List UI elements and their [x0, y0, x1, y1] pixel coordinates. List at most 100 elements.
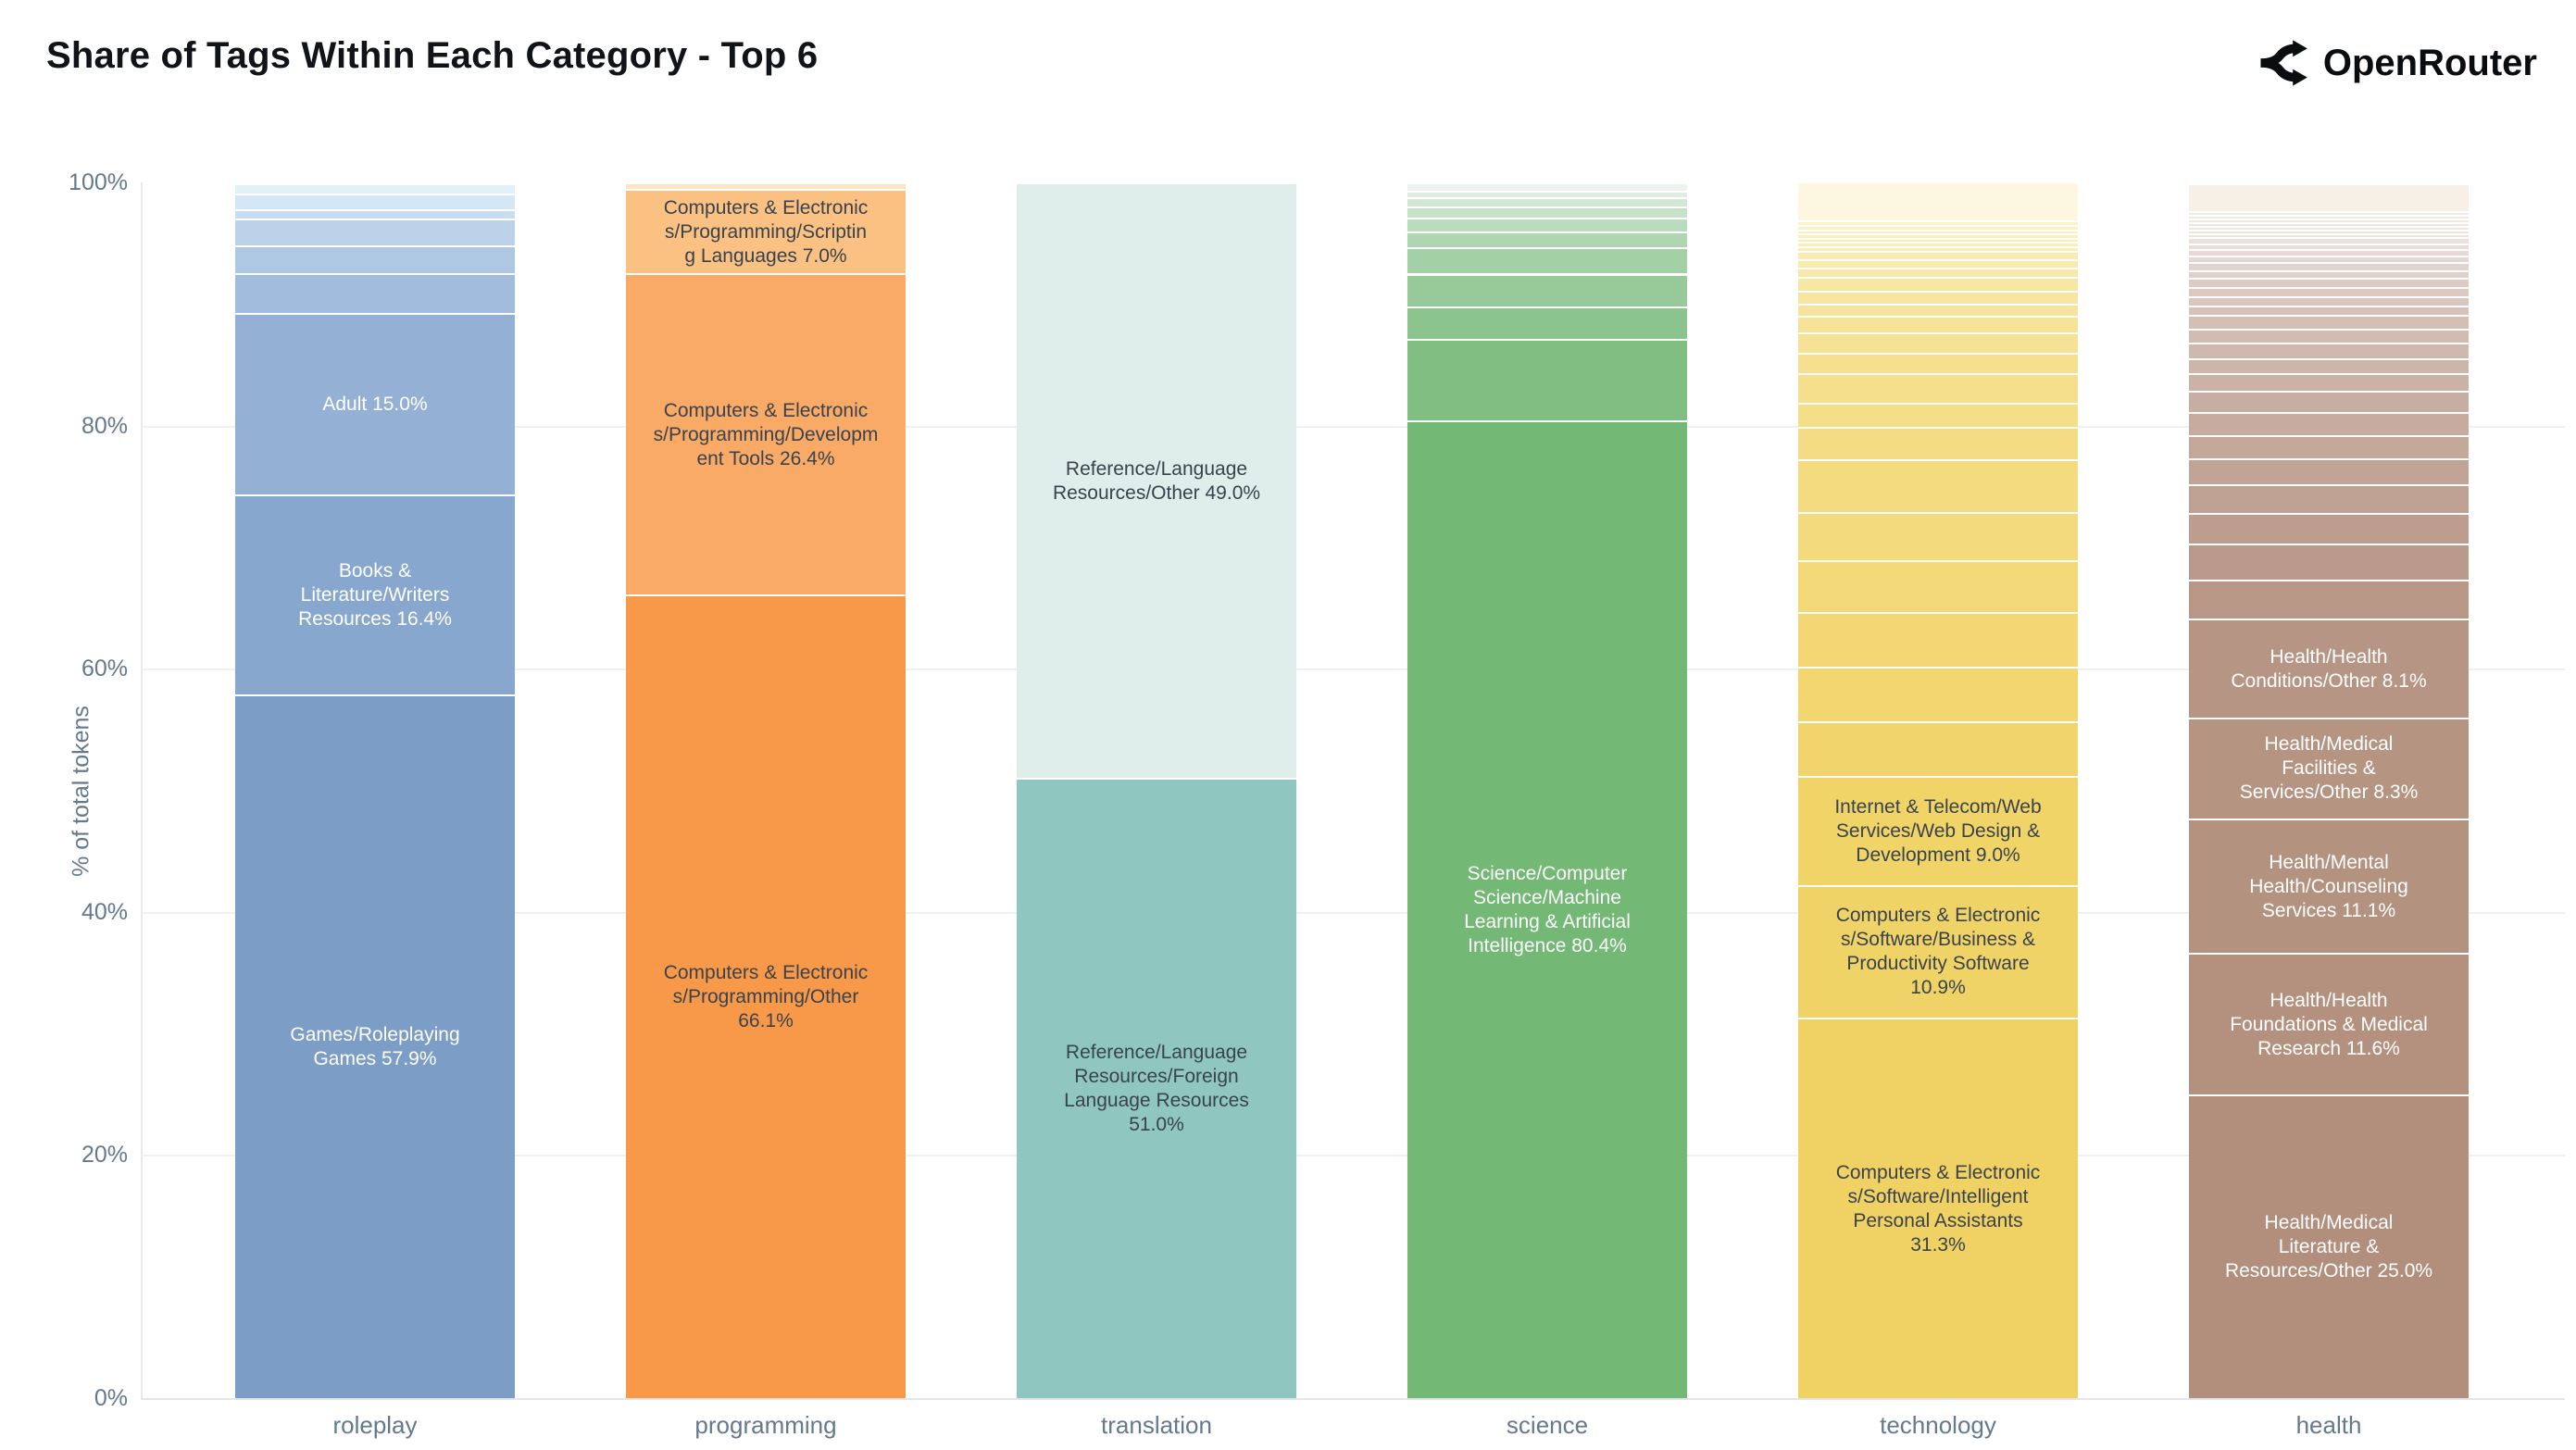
- bar-segment-science-6[interactable]: [1407, 218, 1687, 231]
- bar-segment-health-19[interactable]: [2189, 296, 2469, 306]
- bar-segment-health-21[interactable]: [2189, 278, 2469, 288]
- bar-segment-science-8[interactable]: [1407, 196, 1687, 207]
- bar-segment-technology-2[interactable]: Internet & Telecom/Web Services/Web Desi…: [1798, 775, 2078, 885]
- bar-segment-roleplay-5[interactable]: [235, 219, 515, 246]
- bar-segment-programming-0[interactable]: Computers & Electronic s/Programming/Oth…: [626, 594, 906, 1398]
- bar-segment-health-20[interactable]: [2189, 287, 2469, 297]
- bar-segment-health-15[interactable]: [2189, 343, 2469, 359]
- bar-segment-health-3[interactable]: Health/Medical Facilities & Services/Oth…: [2189, 717, 2469, 819]
- bar-segment-roleplay-1[interactable]: Books & Literature/Writers Resources 16.…: [235, 494, 515, 694]
- bar-segment-technology-7[interactable]: [1798, 511, 2078, 561]
- bar-segment-science-9[interactable]: [1407, 191, 1687, 197]
- bar-segment-health-26[interactable]: [2189, 243, 2469, 249]
- bar-segment-health-9[interactable]: [2189, 458, 2469, 484]
- bar-segment-health-17[interactable]: [2189, 315, 2469, 330]
- bar-segment-technology-6[interactable]: [1798, 560, 2078, 612]
- bar-segment-health-7[interactable]: [2189, 513, 2469, 544]
- bar-segment-health-29[interactable]: [2189, 229, 2469, 233]
- bar-segment-technology-13[interactable]: [1798, 331, 2078, 353]
- bar-segment-label: Health/Health Foundations & Medical Rese…: [2230, 989, 2428, 1059]
- bar-segment-technology-21[interactable]: [1798, 245, 2078, 251]
- bar-segment-health-30[interactable]: [2189, 225, 2469, 230]
- bar-segment-science-2[interactable]: [1407, 306, 1687, 340]
- bar-segment-science-0[interactable]: Science/Computer Science/Machine Learnin…: [1407, 420, 1687, 1398]
- bar-segment-health-13[interactable]: [2189, 373, 2469, 392]
- bar-segment-health-32[interactable]: [2189, 219, 2469, 222]
- bar-segment-technology-0[interactable]: Computers & Electronic s/Software/Intell…: [1798, 1018, 2078, 1398]
- bar-segment-roleplay-4[interactable]: [235, 245, 515, 274]
- bar-segment-health-1[interactable]: Health/Health Foundations & Medical Rese…: [2189, 953, 2469, 1094]
- bar-segment-technology-12[interactable]: [1798, 352, 2078, 374]
- bar-segment-roleplay-6[interactable]: [235, 208, 515, 219]
- bar-segment-technology-18[interactable]: [1798, 267, 2078, 278]
- bar-segment-technology-22[interactable]: [1798, 242, 2078, 246]
- bar-segment-roleplay-2[interactable]: Adult 15.0%: [235, 312, 515, 495]
- bar-segment-health-14[interactable]: [2189, 358, 2469, 374]
- bar-translation: Reference/Language Resources/Foreign Lan…: [1017, 182, 1296, 1398]
- bar-segment-technology-17[interactable]: [1798, 277, 2078, 291]
- bar-segment-label: Reference/Language Resources/Foreign Lan…: [1064, 1042, 1249, 1136]
- bar-segment-health-25[interactable]: [2189, 248, 2469, 256]
- bar-segment-health-5[interactable]: [2189, 580, 2469, 619]
- bar-segment-health-16[interactable]: [2189, 329, 2469, 344]
- bar-segment-health-11[interactable]: [2189, 412, 2469, 436]
- bar-segment-technology-10[interactable]: [1798, 402, 2078, 427]
- bar-segment-technology-23[interactable]: [1798, 237, 2078, 243]
- bar-segment-science-1[interactable]: [1407, 339, 1687, 421]
- bar-segment-health-33[interactable]: [2189, 215, 2469, 219]
- bar-segment-science-7[interactable]: [1407, 206, 1687, 219]
- bar-segment-health-35[interactable]: [2189, 182, 2469, 212]
- bar-segment-health-6[interactable]: [2189, 543, 2469, 581]
- bar-segment-programming-2[interactable]: Computers & Electronic s/Programming/Scr…: [626, 188, 906, 274]
- bar-segment-health-10[interactable]: [2189, 435, 2469, 459]
- bar-segment-technology-1[interactable]: Computers & Electronic s/Software/Busine…: [1798, 884, 2078, 1019]
- bar-segment-programming-1[interactable]: Computers & Electronic s/Programming/Dev…: [626, 273, 906, 595]
- bar-segment-label: Health/Health Conditions/Other 8.1%: [2231, 645, 2427, 692]
- bar-segment-technology-20[interactable]: [1798, 250, 2078, 259]
- bar-segment-technology-5[interactable]: [1798, 611, 2078, 667]
- bar-segment-roleplay-8[interactable]: [235, 183, 515, 194]
- bar-segment-technology-3[interactable]: [1798, 720, 2078, 776]
- bar-segment-technology-27[interactable]: [1798, 220, 2078, 225]
- bar-segment-technology-16[interactable]: [1798, 290, 2078, 305]
- bar-segment-science-3[interactable]: [1407, 273, 1687, 306]
- bar-segment-technology-28[interactable]: [1798, 181, 2078, 221]
- bar-segment-science-10[interactable]: [1407, 182, 1687, 192]
- bar-segment-health-12[interactable]: [2189, 391, 2469, 413]
- bar-segment-health-18[interactable]: [2189, 306, 2469, 316]
- bar-segment-technology-26[interactable]: [1798, 224, 2078, 230]
- bar-segment-roleplay-0[interactable]: Games/Roleplaying Games 57.9%: [235, 694, 515, 1398]
- bar-segment-health-22[interactable]: [2189, 270, 2469, 279]
- bar-segment-health-28[interactable]: [2189, 232, 2469, 237]
- bar-segment-roleplay-7[interactable]: [235, 193, 515, 209]
- bar-segment-technology-8[interactable]: [1798, 459, 2078, 512]
- bar-segment-roleplay-3[interactable]: [235, 273, 515, 313]
- bar-segment-science-5[interactable]: [1407, 231, 1687, 247]
- y-tick-label-0: 0%: [94, 1385, 128, 1411]
- bar-segment-health-31[interactable]: [2189, 221, 2469, 226]
- bar-segment-health-34[interactable]: [2189, 211, 2469, 216]
- bar-segment-label: Health/Medical Facilities & Services/Oth…: [2239, 733, 2419, 804]
- bar-segment-technology-25[interactable]: [1798, 229, 2078, 234]
- bar-segment-technology-19[interactable]: [1798, 258, 2078, 268]
- bar-segment-health-4[interactable]: Health/Health Conditions/Other 8.1%: [2189, 619, 2469, 718]
- bar-segment-label: Health/Mental Health/Counseling Services…: [2249, 851, 2408, 921]
- bar-segment-technology-11[interactable]: [1798, 373, 2078, 403]
- x-tick-label-technology: technology: [1880, 1411, 1996, 1439]
- bar-segment-technology-9[interactable]: [1798, 426, 2078, 460]
- bar-segment-health-8[interactable]: [2189, 483, 2469, 514]
- bar-segment-health-23[interactable]: [2189, 262, 2469, 271]
- bar-segment-health-27[interactable]: [2189, 236, 2469, 244]
- bar-segment-health-0[interactable]: Health/Medical Literature & Resources/Ot…: [2189, 1094, 2469, 1398]
- bar-segment-health-2[interactable]: Health/Mental Health/Counseling Services…: [2189, 818, 2469, 954]
- bar-segment-science-4[interactable]: [1407, 246, 1687, 274]
- bar-segment-technology-4[interactable]: [1798, 666, 2078, 721]
- bar-segment-translation-0[interactable]: Reference/Language Resources/Foreign Lan…: [1017, 778, 1296, 1398]
- bar-segment-technology-15[interactable]: [1798, 304, 2078, 317]
- bar-segment-health-24[interactable]: [2189, 255, 2469, 263]
- bar-segment-label: Computers & Electronic s/Programming/Dev…: [653, 399, 879, 469]
- bar-segment-technology-24[interactable]: [1798, 233, 2078, 238]
- bar-segment-programming-3[interactable]: [626, 182, 906, 189]
- bar-segment-technology-14[interactable]: [1798, 316, 2078, 332]
- bar-segment-translation-1[interactable]: Reference/Language Resources/Other 49.0%: [1017, 182, 1296, 779]
